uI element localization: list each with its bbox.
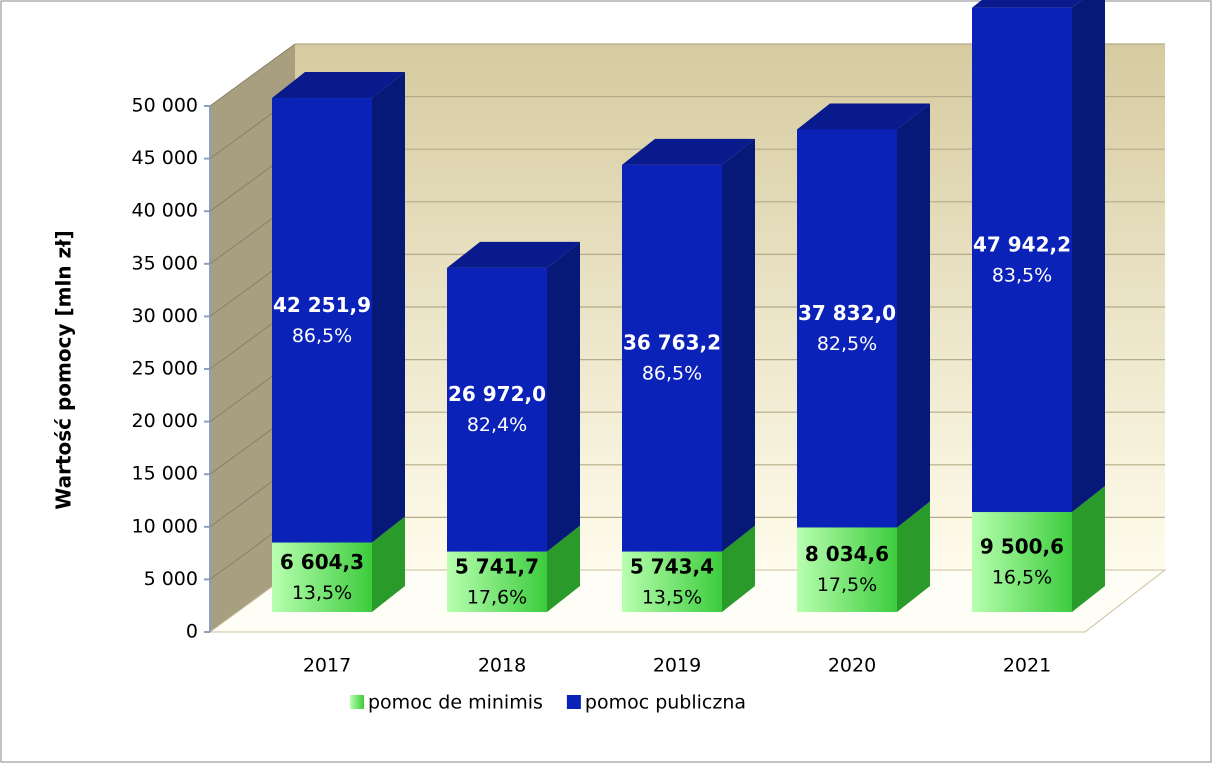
bar-top bbox=[797, 103, 930, 130]
bar-side bbox=[1072, 0, 1105, 513]
y-tick-label: 35 000 bbox=[132, 252, 198, 274]
bar bbox=[622, 551, 722, 612]
data-label: 42 251,9 bbox=[273, 293, 371, 317]
share-label: 16,5% bbox=[992, 567, 1052, 589]
y-tick-label: 45 000 bbox=[132, 147, 198, 169]
data-label: 5 741,7 bbox=[455, 554, 539, 578]
data-label: 47 942,2 bbox=[973, 232, 1071, 256]
bar-side bbox=[372, 516, 405, 612]
legend-swatch bbox=[350, 695, 364, 709]
share-label: 17,6% bbox=[467, 586, 527, 608]
bar-top bbox=[272, 72, 405, 99]
share-label: 86,5% bbox=[292, 325, 352, 347]
x-tick-label: 2018 bbox=[478, 655, 526, 677]
y-tick-label: 10 000 bbox=[132, 515, 198, 537]
bar bbox=[972, 7, 1072, 513]
share-label: 82,5% bbox=[817, 333, 877, 355]
bar bbox=[797, 527, 897, 612]
y-tick-label: 25 000 bbox=[132, 358, 198, 380]
bar-side bbox=[547, 241, 580, 552]
grid-line bbox=[209, 43, 296, 107]
y-axis-title: Wartość pomocy [mln zł] bbox=[52, 230, 76, 509]
bar bbox=[272, 98, 372, 543]
bar-side bbox=[547, 525, 580, 612]
x-tick-label: 2017 bbox=[303, 655, 351, 677]
y-tick-label: 20 000 bbox=[132, 410, 198, 432]
y-tick-label: 0 bbox=[186, 621, 198, 643]
legend-swatch bbox=[566, 695, 581, 709]
bar-top bbox=[972, 0, 1082, 8]
bar bbox=[447, 551, 547, 612]
legend-label: pomoc publiczna bbox=[585, 692, 746, 714]
bar bbox=[972, 512, 1072, 612]
x-tick-label: 2019 bbox=[653, 655, 701, 677]
x-tick-label: 2020 bbox=[828, 655, 876, 677]
share-label: 13,5% bbox=[642, 586, 702, 608]
bar-side bbox=[722, 138, 755, 552]
legend-label: pomoc de minimis bbox=[368, 692, 543, 714]
data-label: 36 763,2 bbox=[623, 331, 721, 355]
share-label: 17,5% bbox=[817, 574, 877, 596]
y-tick-label: 30 000 bbox=[132, 305, 198, 327]
bar bbox=[272, 542, 372, 612]
bar-side bbox=[372, 72, 405, 543]
y-tick-label: 50 000 bbox=[132, 95, 198, 117]
share-label: 86,5% bbox=[642, 363, 702, 385]
y-tick-label: 15 000 bbox=[132, 463, 198, 485]
bar-side bbox=[1072, 486, 1105, 612]
y-tick-label: 5 000 bbox=[144, 568, 198, 590]
data-label: 6 604,3 bbox=[280, 550, 364, 574]
x-tick-label: 2021 bbox=[1003, 655, 1051, 677]
bar-side bbox=[897, 501, 930, 612]
bar-side bbox=[722, 525, 755, 612]
data-label: 8 034,6 bbox=[805, 542, 889, 566]
share-label: 83,5% bbox=[992, 264, 1052, 286]
bar-top bbox=[447, 241, 580, 268]
share-label: 13,5% bbox=[292, 582, 352, 604]
bar bbox=[447, 267, 547, 552]
data-label: 37 832,0 bbox=[798, 301, 896, 325]
y-tick-label: 40 000 bbox=[132, 200, 198, 222]
share-label: 82,4% bbox=[467, 414, 527, 436]
data-label: 26 972,0 bbox=[448, 382, 546, 406]
data-label: 5 743,4 bbox=[630, 554, 714, 578]
bar-top bbox=[622, 138, 755, 165]
bar-side bbox=[897, 103, 930, 528]
data-label: 9 500,6 bbox=[980, 535, 1064, 559]
bar bbox=[622, 164, 722, 552]
bar bbox=[797, 129, 897, 528]
